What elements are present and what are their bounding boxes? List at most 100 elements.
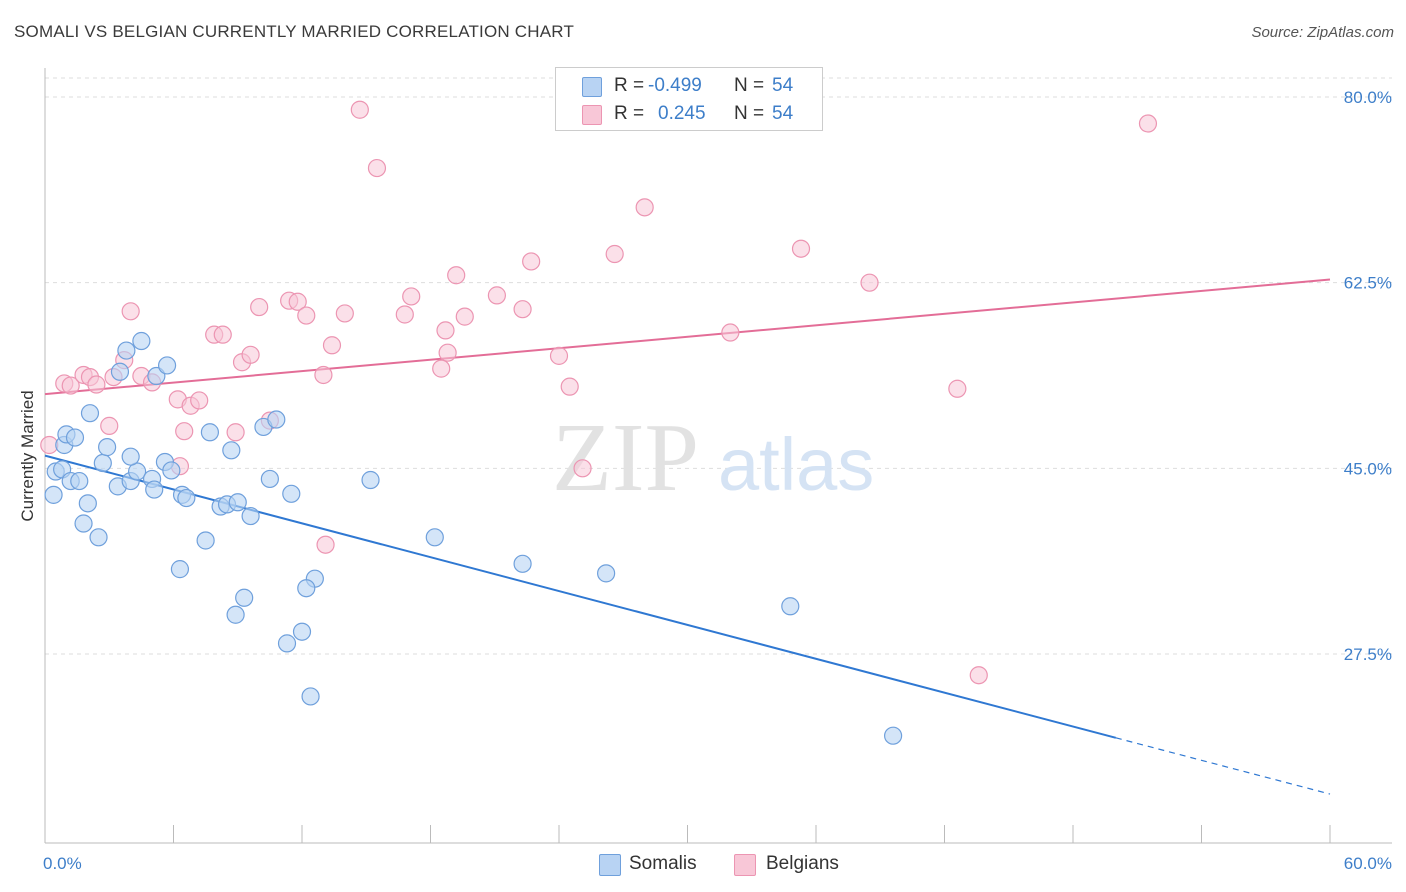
source-label: Source: ZipAtlas.com (1251, 24, 1394, 41)
somalis-trend-extension (1115, 737, 1331, 795)
belgians-point (316, 535, 335, 554)
somalis-swatch (582, 77, 602, 97)
belgians-point (100, 416, 119, 435)
stats-legend: R = -0.499 N = 54 R = 0.245 N = 54 (555, 67, 823, 131)
somalis-point (241, 506, 260, 526)
x-tick-label-max: 60.0% (1344, 854, 1392, 873)
n-label: N = (734, 75, 765, 96)
somalis-point (513, 554, 532, 573)
somalis-point (145, 480, 164, 499)
r-value-belgians: 0.245 (658, 103, 706, 124)
data-points (40, 100, 1158, 745)
r-label: R = (614, 103, 645, 124)
belgians-trend-line (44, 278, 1331, 396)
somalis-point (132, 331, 151, 351)
somalis-point (267, 410, 286, 429)
legend-row-somalis: R = -0.499 N = 54 (556, 72, 822, 100)
somalis-point (282, 484, 301, 503)
belgians-point (250, 297, 269, 317)
belgians-point (455, 307, 474, 326)
belgians-point (635, 198, 654, 217)
belgians-point (322, 336, 342, 355)
n-label: N = (734, 103, 765, 124)
somalis-point (78, 494, 97, 513)
belgians-point (121, 302, 140, 321)
belgians-point (549, 346, 569, 365)
y-tick-label: 27.5% (1344, 645, 1392, 664)
belgians-point (522, 252, 541, 271)
n-value-belgians: 54 (772, 103, 794, 124)
somalis-point (361, 470, 380, 490)
somalis-point (170, 560, 190, 579)
x-tick-labels: 0.0% 60.0% (43, 854, 1392, 873)
somalis-point (70, 471, 89, 491)
belgians-point (350, 100, 369, 119)
y-tick-labels: 27.5% 45.0% 62.5% 80.0% (1344, 88, 1392, 664)
y-tick-label: 62.5% (1344, 274, 1392, 293)
somalis-point (292, 622, 312, 641)
belgians-point (402, 287, 421, 306)
somalis-point (222, 441, 241, 460)
belgians-point (948, 379, 967, 398)
somalis-point (597, 564, 616, 583)
belgians-point (1138, 114, 1158, 133)
somalis-point (74, 514, 93, 533)
somalis-point (93, 453, 112, 473)
y-tick-label: 80.0% (1344, 88, 1392, 107)
somalis-point (235, 588, 254, 607)
somalis-point (98, 438, 117, 457)
belgians-legend-swatch (734, 854, 756, 876)
watermark: ZIP atlas (552, 404, 874, 512)
somalis-point (80, 404, 100, 423)
somalis-point (162, 461, 181, 480)
somalis-point (226, 605, 245, 624)
r-value-somalis: -0.499 (648, 75, 702, 96)
somalis-point (200, 423, 220, 442)
somalis-point (177, 488, 196, 508)
belgians-point (605, 244, 624, 264)
somalis-point (117, 341, 136, 360)
belgians-point (314, 365, 333, 385)
belgians-point (513, 300, 532, 319)
somalis-point (883, 726, 903, 745)
somalis-point (228, 493, 247, 512)
somalis-point (781, 597, 800, 616)
belgians-swatch (582, 105, 602, 125)
belgians-point (226, 423, 245, 442)
somalis-legend-label: Somalis (629, 853, 697, 874)
belgians-point (560, 377, 579, 396)
somalis-point (121, 447, 140, 466)
somalis-point (110, 362, 130, 381)
y-tick-label: 45.0% (1344, 459, 1392, 478)
r-label: R = (614, 75, 645, 96)
belgians-point (335, 304, 354, 323)
belgians-point (190, 391, 209, 410)
somalis-point (157, 356, 177, 375)
belgians-point (487, 286, 506, 305)
belgians-point (297, 306, 316, 325)
belgians-point (241, 345, 260, 364)
belgians-point (87, 375, 106, 394)
belgians-point (213, 325, 232, 344)
belgians-legend-label: Belgians (766, 853, 839, 874)
somalis-legend-swatch (599, 854, 621, 876)
belgians-point (721, 323, 740, 342)
belgians-point (438, 343, 457, 362)
belgians-point (175, 422, 194, 441)
x-tick-label-min: 0.0% (43, 854, 82, 873)
belgians-point (61, 376, 80, 395)
somalis-point (44, 485, 63, 504)
belgians-point (288, 292, 307, 311)
belgians-point (436, 321, 455, 340)
belgians-point (395, 305, 414, 324)
belgians-point (860, 273, 879, 292)
n-value-somalis: 54 (772, 75, 794, 96)
somalis-point (425, 528, 444, 547)
belgians-point (432, 359, 451, 378)
chart-title: SOMALI VS BELGIAN CURRENTLY MARRIED CORR… (14, 22, 575, 41)
somalis-point (89, 528, 108, 547)
somalis-point (277, 634, 297, 653)
y-axis-label: Currently Married (18, 390, 37, 521)
somalis-point (260, 469, 279, 489)
